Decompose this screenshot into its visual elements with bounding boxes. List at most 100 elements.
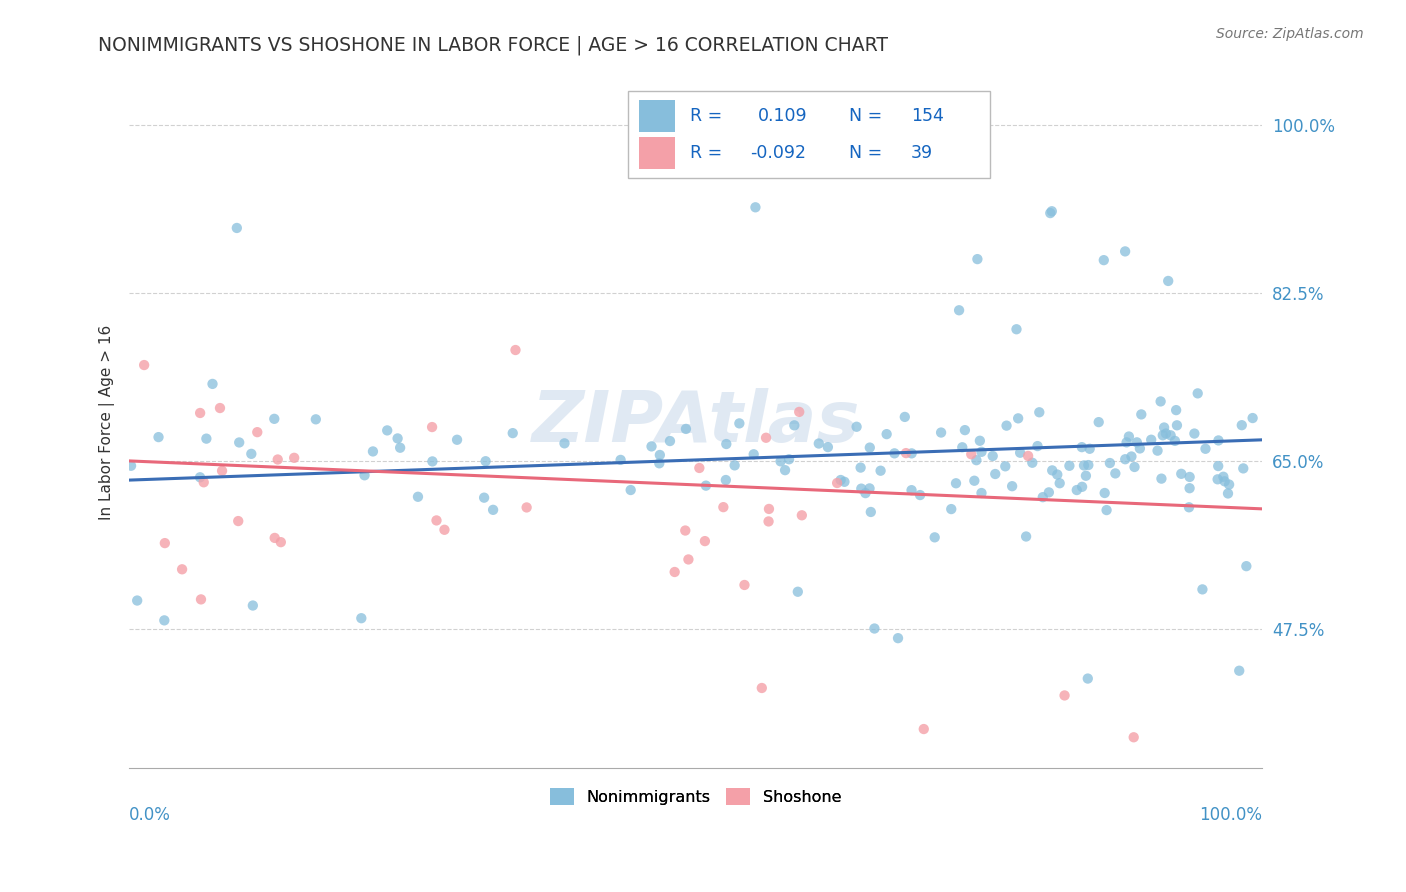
Point [790,508,813,523]
Point [744,200,766,214]
Point [505,343,527,357]
Point [1015,529,1038,543]
Text: Source: ZipAtlas.com: Source: ZipAtlas.com [1216,27,1364,41]
Point [830,473,852,487]
Point [516,500,538,515]
Point [773,463,796,477]
Point [240,447,263,461]
Point [1216,486,1239,500]
Point [1118,429,1140,443]
Point [446,433,468,447]
Point [620,483,643,497]
Point [226,514,249,528]
Text: N =: N = [849,144,882,161]
Point [825,475,848,490]
Text: 0.0%: 0.0% [129,805,172,823]
Point [894,409,917,424]
Point [851,482,873,496]
Point [834,475,856,489]
Point [406,490,429,504]
Point [1021,456,1043,470]
Point [188,470,211,484]
Point [714,473,737,487]
Legend: Nonimmigrants, Shoshone: Nonimmigrants, Shoshone [543,781,848,812]
Point [929,425,952,440]
Point [127,593,149,607]
Point [883,446,905,460]
Point [966,252,988,266]
Point [711,500,734,515]
Point [858,482,880,496]
Point [778,452,800,467]
Point [153,536,176,550]
Point [1232,461,1254,475]
Point [1170,467,1192,481]
Point [817,440,839,454]
Point [1126,435,1149,450]
FancyBboxPatch shape [638,136,675,169]
Text: 0.109: 0.109 [758,107,807,125]
Point [755,431,778,445]
Point [134,358,156,372]
Point [1026,439,1049,453]
Point [1053,689,1076,703]
Point [1092,253,1115,268]
Point [783,418,806,433]
Point [246,425,269,439]
Point [1070,440,1092,454]
Point [950,440,973,454]
Point [953,423,976,437]
Point [1160,428,1182,442]
Point [1087,415,1109,429]
Point [1206,458,1229,473]
Point [1206,472,1229,486]
Point [422,454,444,468]
Point [387,432,409,446]
Point [1007,411,1029,425]
Point [270,535,292,549]
Point [742,447,765,461]
Point [1010,446,1032,460]
Point [1001,479,1024,493]
Point [1059,458,1081,473]
Point [887,631,910,645]
Point [769,454,792,468]
Point [659,434,682,448]
Point [389,441,412,455]
Point [758,515,780,529]
Point [1234,559,1257,574]
Point [995,418,1018,433]
Point [1146,443,1168,458]
Point [1166,418,1188,433]
Point [1078,442,1101,456]
Point [981,449,1004,463]
Point [195,432,218,446]
Point [1150,472,1173,486]
Point [1123,460,1146,475]
Point [675,422,697,436]
Point [1178,470,1201,484]
Point [1164,434,1187,448]
Point [1114,452,1136,467]
Point [193,475,215,490]
Point [1208,434,1230,448]
Point [849,460,872,475]
Point [1077,458,1099,472]
Point [1182,426,1205,441]
Point [225,221,247,235]
Point [688,461,710,475]
Point [1153,420,1175,434]
Point [855,486,877,500]
Point [305,412,328,426]
Point [1066,483,1088,497]
Point [845,419,868,434]
Point [1227,664,1250,678]
Point [1178,481,1201,495]
Point [1129,442,1152,456]
Point [201,376,224,391]
Point [1166,403,1188,417]
Point [894,446,917,460]
Point [1071,480,1094,494]
Point [1039,206,1062,220]
Point [1218,477,1240,491]
